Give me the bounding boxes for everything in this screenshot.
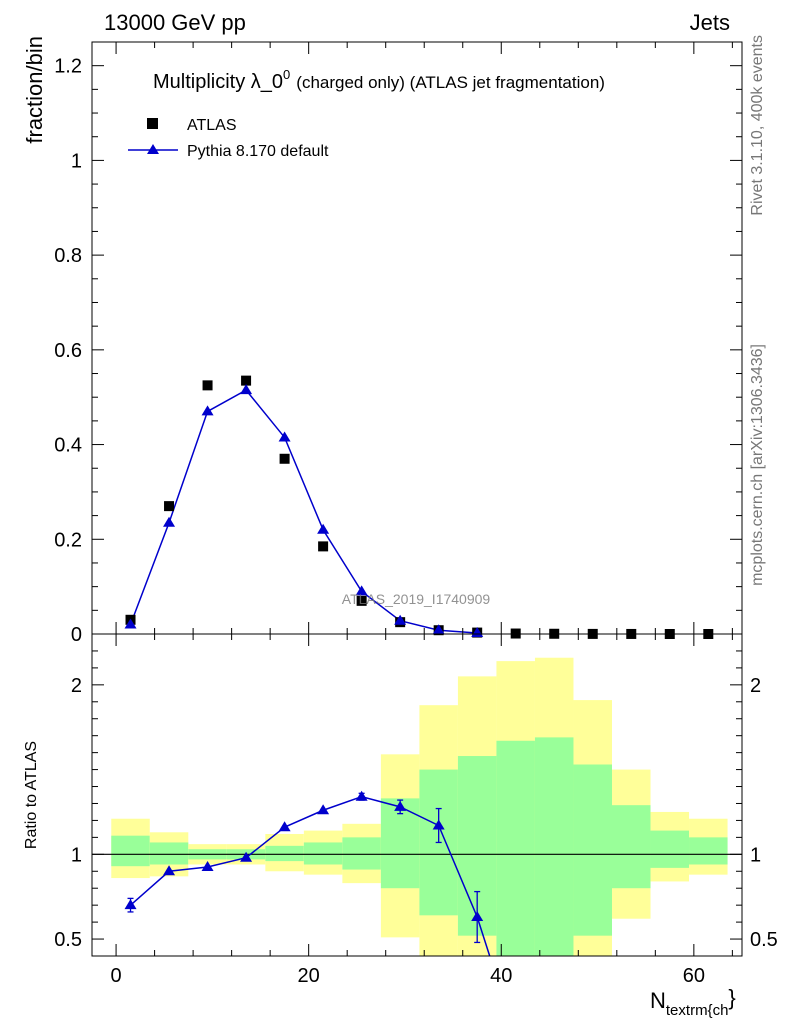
main-y-tick-label-6: 1.2 — [54, 56, 82, 78]
mc-point-0 — [124, 618, 137, 629]
data-point-2 — [202, 380, 213, 391]
main-y-tick-label-4: 0.8 — [54, 245, 82, 267]
plot-title-detail: (charged only) (ATLAS jet fragmentation) — [296, 73, 605, 92]
ratio-y-tick-label-left-2: 2 — [71, 675, 82, 697]
ratio-band-inner-0 — [111, 835, 150, 867]
axes-frames: 0 20 40 60 0 0.2 0.4 0.6 0.8 1 1.2 0.5 0.5 1 1 2 2 — [54, 41, 778, 987]
legend-data-marker — [147, 118, 158, 129]
ratio-band-inner-6 — [342, 837, 381, 870]
data-point-1 — [164, 501, 175, 512]
mc-point-4 — [278, 431, 291, 442]
main-y-tick-label-5: 1 — [71, 150, 82, 172]
x-axis-label-main: N — [650, 988, 666, 1013]
legend-mc-label: Pythia 8.170 default — [187, 143, 329, 160]
mc-point-9 — [471, 627, 484, 638]
analysis-watermark: ATLAS_2019_I1740909 — [342, 591, 491, 607]
x-axis-label-sub: textrm{ch — [666, 1002, 729, 1019]
ratio-point-4 — [278, 821, 291, 832]
ratio-point-6 — [355, 790, 368, 801]
header-left-label: 13000 GeV pp — [104, 10, 246, 35]
ratio-point-3 — [240, 851, 253, 862]
x-tick-label-1: 20 — [298, 965, 320, 987]
ratio-band-inner-10 — [496, 740, 535, 956]
mcplots-info-text: mcplots.cern.ch [arXiv:1306.3436] — [749, 344, 766, 586]
ratio-panel-frame — [91, 633, 743, 957]
ratio-band-inner-13 — [612, 805, 651, 889]
ratio-y-tick-label-left-0: 0.5 — [54, 929, 82, 951]
ratio-y-tick-label-right-2: 2 — [750, 675, 761, 697]
main-y-axis-label: fraction/bin — [22, 36, 47, 144]
legend-mc-marker — [147, 144, 159, 154]
ratio-y-axis-label: Ratio to ATLAS — [23, 741, 40, 849]
ratio-band-inner-5 — [303, 842, 343, 865]
rivet-info-text: Rivet 3.1.10, 400k events — [749, 35, 766, 216]
x-axis-label: Ntextrm{ch} — [650, 985, 736, 1019]
ratio-band-inner-4 — [265, 845, 304, 862]
x-tick-label-0: 0 — [111, 965, 122, 987]
x-tick-label-2: 40 — [490, 965, 512, 987]
ratio-panel-marks — [92, 790, 742, 957]
main-y-tick-label-3: 0.6 — [54, 340, 82, 362]
ratio-band-inner-11 — [534, 737, 574, 956]
main-y-tick-label-2: 0.4 — [54, 435, 82, 457]
plot-title-main: Multiplicity λ_0 — [153, 71, 283, 93]
ratio-y-tick-label-right-1: 1 — [750, 844, 761, 866]
data-point-6 — [356, 595, 367, 606]
ratio-point-1 — [163, 865, 176, 876]
mc-point-3 — [240, 384, 253, 395]
legend-data-label: ATLAS — [187, 117, 237, 134]
ratio-point-5 — [317, 804, 330, 815]
ratio-band-inner-1 — [149, 842, 189, 865]
ratio-point-9 — [471, 911, 484, 922]
mc-point-8 — [432, 624, 445, 635]
ratio-point-8 — [432, 819, 445, 830]
mc-point-1 — [163, 516, 176, 527]
x-tick-label-3: 60 — [683, 965, 705, 987]
legend: ATLAS Pythia 8.170 default — [128, 117, 329, 160]
mc-point-7 — [394, 614, 407, 625]
ratio-point-2 — [201, 861, 214, 872]
ratio-band-inner-15 — [689, 837, 728, 865]
ratio-point-7 — [394, 800, 407, 811]
ratio-y-tick-label-left-1: 1 — [71, 844, 82, 866]
data-point-4 — [279, 453, 290, 464]
mc-point-5 — [317, 523, 330, 534]
plot-title: Multiplicity λ_00 (charged only) (ATLAS j… — [153, 67, 605, 93]
data-point-3 — [241, 375, 252, 386]
ratio-band-inner-12 — [573, 764, 612, 936]
mc-series-line — [129, 389, 478, 634]
ratio-point-0 — [124, 899, 137, 910]
plot-title-superscript: 0 — [283, 67, 290, 82]
ratio-y-tick-label-right-0: 0.5 — [750, 929, 778, 951]
main-y-tick-label-0: 0 — [71, 624, 82, 646]
main-y-tick-label-1: 0.2 — [54, 529, 82, 551]
ratio-panel-bands — [111, 657, 728, 956]
x-axis-label-tail: } — [728, 985, 735, 1010]
header-right-label: Jets — [690, 10, 730, 35]
ratio-band-inner-14 — [650, 830, 690, 868]
mc-point-2 — [201, 405, 214, 416]
data-point-5 — [318, 541, 329, 552]
mc-point-6 — [355, 585, 368, 596]
